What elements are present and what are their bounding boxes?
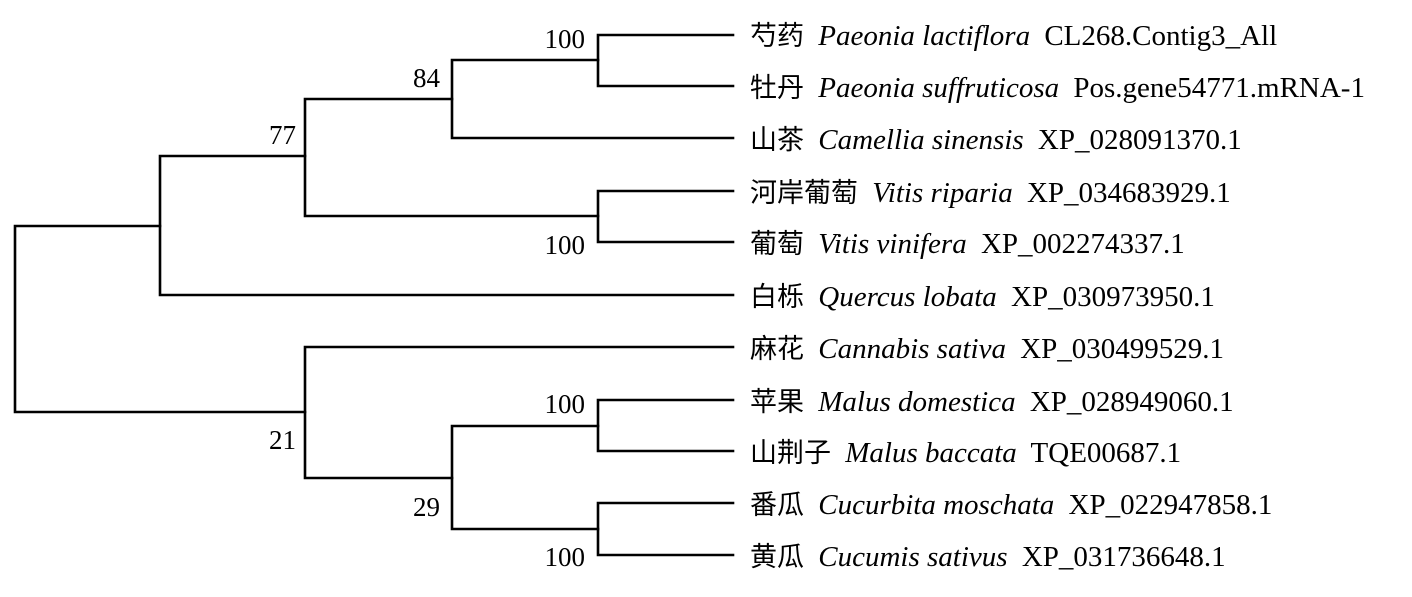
branch-root xyxy=(13,224,307,414)
taxon-species: Malus baccata xyxy=(844,437,1017,469)
branch-paeonia-clade xyxy=(596,33,735,88)
taxon-species: Cucurbita moschata xyxy=(818,489,1054,521)
taxon-accession: TQE00687.1 xyxy=(1031,437,1182,469)
taxon-labels: 芍药 Paeonia lactiflora CL268.Contig3_All … xyxy=(750,20,1365,573)
bootstrap-paeonia-camellia-clade: 84 xyxy=(413,63,441,93)
taxon-common-name: 黄瓜 xyxy=(750,542,804,573)
taxon-common-name: 山荆子 xyxy=(750,438,831,469)
taxon-common-name: 葡萄 xyxy=(750,229,804,260)
taxon-species: Cannabis sativa xyxy=(818,333,1006,365)
branch-paeonia-camellia-clade xyxy=(450,58,735,140)
branch-vitis-clade xyxy=(596,189,735,244)
taxon-common-name: 苹果 xyxy=(750,387,804,418)
taxon-label: 黄瓜 Cucumis sativus XP_031736648.1 xyxy=(750,541,1226,573)
taxon-accession: XP_034683929.1 xyxy=(1027,177,1231,209)
taxon-common-name: 番瓜 xyxy=(750,490,804,521)
bootstrap-paeonia-clade: 100 xyxy=(545,24,586,54)
taxon-label: 番瓜 Cucurbita moschata XP_022947858.1 xyxy=(750,489,1272,521)
taxon-species: Paeonia lactiflora xyxy=(817,20,1030,52)
branch-malus-clade xyxy=(596,398,735,453)
taxon-common-name: 麻花 xyxy=(750,334,804,365)
taxon-accession: XP_031736648.1 xyxy=(1022,541,1226,573)
bootstrap-lower-clade: 21 xyxy=(269,425,296,455)
branch-malus-cucurbit-clade xyxy=(450,424,600,531)
branch-upper-clade xyxy=(158,154,735,297)
bootstrap-malus-cucurbit-clade: 29 xyxy=(413,492,440,522)
taxon-common-name: 牡丹 xyxy=(750,73,804,104)
taxon-label: 河岸葡萄 Vitis riparia XP_034683929.1 xyxy=(750,177,1231,209)
taxon-accession: XP_028091370.1 xyxy=(1038,124,1242,156)
taxon-label: 山茶 Camellia sinensis XP_028091370.1 xyxy=(750,124,1242,156)
taxon-label: 芍药 Paeonia lactiflora CL268.Contig3_All xyxy=(750,20,1277,52)
taxon-accession: XP_030499529.1 xyxy=(1020,333,1224,365)
bootstrap-vitis-clade: 100 xyxy=(545,230,586,260)
taxon-accession: CL268.Contig3_All xyxy=(1044,20,1277,52)
taxon-species: Malus domestica xyxy=(817,386,1015,418)
taxon-label: 白栎 Quercus lobata XP_030973950.1 xyxy=(750,281,1215,313)
taxon-accession: XP_028949060.1 xyxy=(1030,386,1234,418)
taxon-label: 山荆子 Malus baccata TQE00687.1 xyxy=(750,437,1181,469)
taxon-species: Quercus lobata xyxy=(818,281,997,313)
taxon-common-name: 山茶 xyxy=(750,125,804,156)
bootstrap-malus-clade: 100 xyxy=(545,389,586,419)
bootstrap-upper-inner-clade: 77 xyxy=(269,120,296,150)
bootstrap-cucurbit-clade: 100 xyxy=(545,542,586,572)
taxon-common-name: 白栎 xyxy=(750,282,804,313)
taxon-label: 葡萄 Vitis vinifera XP_002274337.1 xyxy=(750,228,1185,260)
taxon-label: 麻花 Cannabis sativa XP_030499529.1 xyxy=(750,333,1224,365)
taxon-species: Vitis riparia xyxy=(872,177,1012,209)
branch-upper-inner-clade xyxy=(303,97,600,218)
taxon-species: Cucumis sativus xyxy=(818,541,1007,573)
bootstrap-values: 100 84 77 100 21 100 29 100 xyxy=(269,24,585,572)
taxon-accession: XP_002274337.1 xyxy=(981,228,1185,260)
tree-branches xyxy=(13,33,735,557)
taxon-species: Paeonia suffruticosa xyxy=(817,72,1059,104)
branch-cucurbit-clade xyxy=(596,501,735,557)
taxon-accession: Pos.gene54771.mRNA-1 xyxy=(1073,72,1365,104)
branch-lower-clade xyxy=(303,345,735,480)
taxon-label: 苹果 Malus domestica XP_028949060.1 xyxy=(750,386,1234,418)
taxon-accession: XP_030973950.1 xyxy=(1011,281,1215,313)
taxon-accession: XP_022947858.1 xyxy=(1069,489,1273,521)
taxon-species: Vitis vinifera xyxy=(818,228,966,260)
taxon-common-name: 河岸葡萄 xyxy=(750,178,858,209)
taxon-label: 牡丹 Paeonia suffruticosa Pos.gene54771.mR… xyxy=(750,72,1365,104)
taxon-common-name: 芍药 xyxy=(750,21,804,52)
taxon-species: Camellia sinensis xyxy=(818,124,1023,156)
